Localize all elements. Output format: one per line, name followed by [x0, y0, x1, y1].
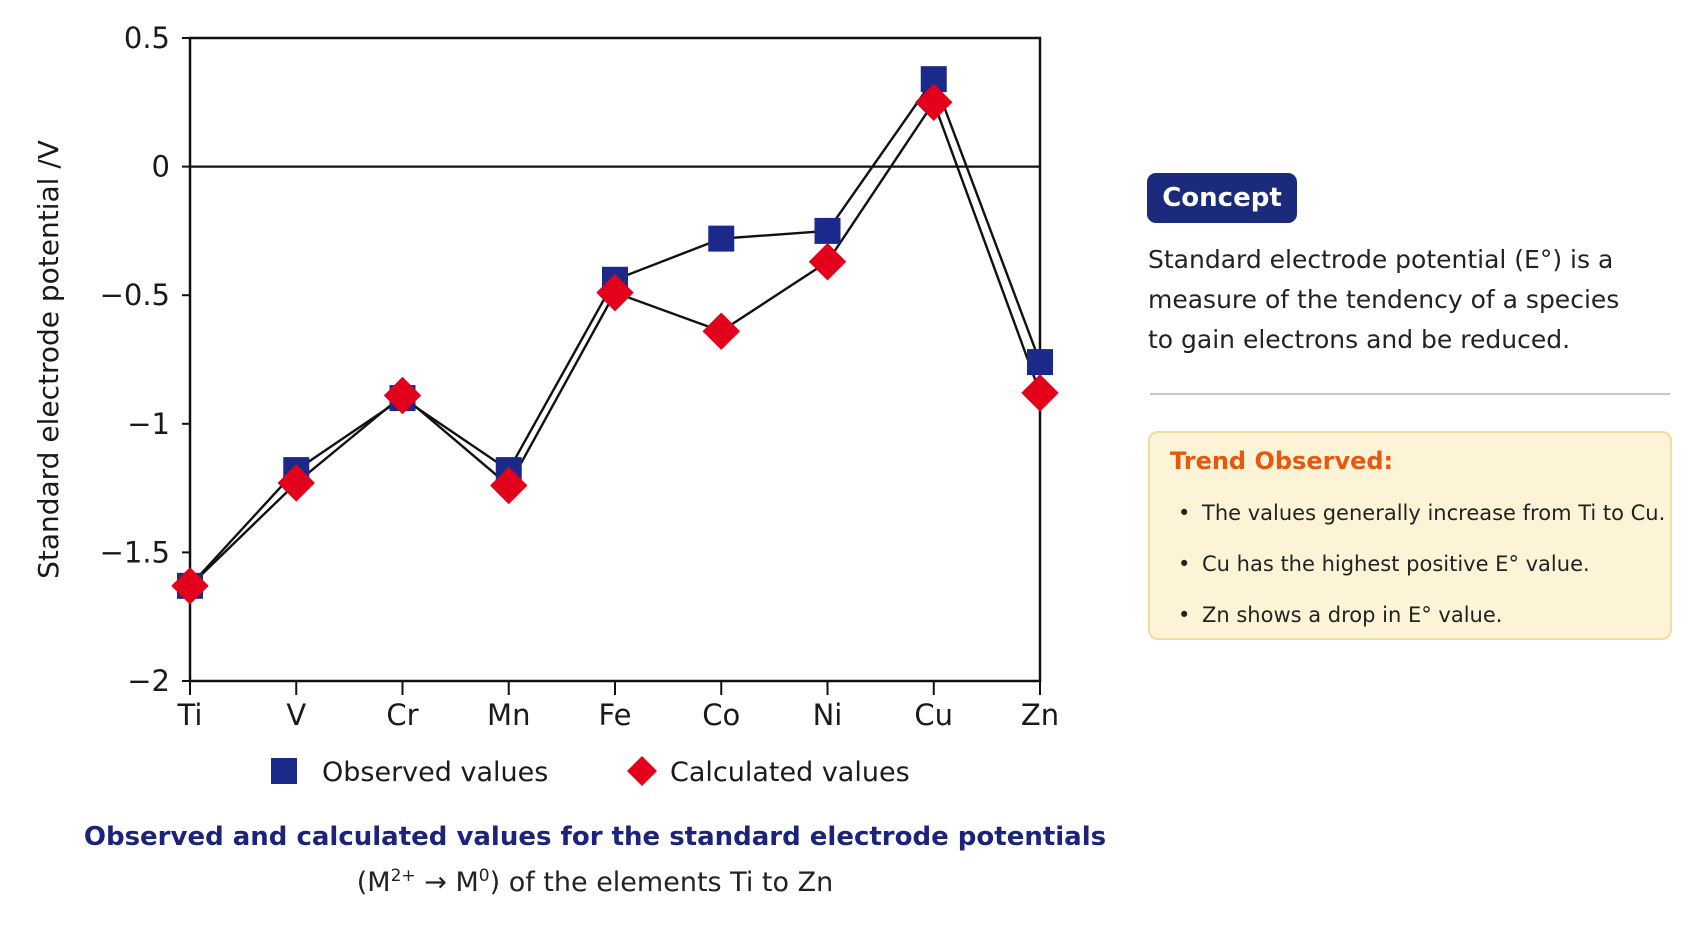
caption-sub-open: (M	[356, 867, 391, 898]
calculated-point	[171, 567, 209, 605]
figure-caption-title: Observed and calculated values for the s…	[83, 822, 1107, 852]
y-tick-label: −2	[127, 664, 170, 698]
y-tick-label: −0.5	[100, 278, 170, 312]
calculated-point	[490, 466, 528, 505]
legend-observed-label: Observed values	[322, 757, 548, 788]
caption-sub-arrow: → M	[415, 867, 479, 898]
trend-item-text: Cu has the highest positive E° value.	[1202, 552, 1590, 576]
x-tick-label: Mn	[487, 698, 530, 732]
x-tick-label: Co	[702, 698, 740, 732]
legend-calculated-label: Calculated values	[670, 757, 910, 788]
trend-box: Trend Observed: • The values generally in…	[1148, 431, 1672, 640]
concept-text: Standard electrode potential (E°) is a m…	[1148, 245, 1620, 354]
series-line	[189, 101, 1042, 587]
electrode-potential-chart: 0.5 0 −0.5 −1 −1.5 −2Ti V Cr Mn Fe Co Ni Cu Zn Standar…	[32, 21, 1059, 788]
calculated-point	[383, 376, 422, 415]
caption-sub-charge: 2+	[390, 866, 416, 886]
calculated-point	[277, 464, 315, 502]
trend-list: • The values generally increase from Ti t…	[1166, 501, 1665, 654]
caption-sub-rest: ) of the elements Ti to Zn	[489, 867, 834, 898]
series-line	[189, 77, 1042, 587]
x-tick-label: Fe	[599, 698, 632, 732]
calculated-point	[702, 312, 740, 350]
divider	[1150, 393, 1670, 395]
plot-layer: 0.5 0 −0.5 −1 −1.5 −2Ti V Cr Mn Fe Co Ni Cu Zn Standar…	[32, 21, 1059, 788]
trend-item: • Cu has the highest positive E° value.	[1166, 552, 1665, 603]
y-axis-label: Standard electrode potential /V	[32, 140, 65, 579]
trend-item-text: The values generally increase from Ti to…	[1202, 501, 1666, 525]
calculated-point	[915, 83, 953, 122]
bullet-icon: •	[1178, 552, 1191, 576]
bullet-icon: •	[1178, 603, 1191, 627]
calculated-point	[808, 243, 847, 281]
trend-title: Trend Observed:	[1170, 447, 1394, 475]
x-tick-label: Cr	[386, 698, 418, 732]
figure-caption-subtitle: (M2+ → M0) of the elements Ti to Zn	[40, 866, 1150, 898]
observed-point	[708, 225, 735, 252]
x-tick-label: Cu	[914, 698, 953, 732]
legend-observed-icon	[271, 758, 297, 784]
trend-item: • The values generally increase from Ti t…	[1166, 501, 1665, 552]
calculated-point	[596, 273, 634, 312]
x-tick-label: Ni	[813, 698, 843, 732]
caption-sub-zero: 0	[478, 866, 490, 886]
x-tick-label: Zn	[1021, 698, 1059, 732]
legend-calculated-icon	[627, 756, 657, 786]
y-tick-label: −1.5	[100, 535, 170, 569]
y-tick-label: 0.5	[124, 21, 170, 55]
bullet-icon: •	[1178, 501, 1191, 525]
calculated-point	[1021, 374, 1059, 412]
trend-item-text: Zn shows a drop in E° value.	[1202, 603, 1503, 627]
x-tick-label: Ti	[177, 698, 203, 732]
y-tick-label: 0	[152, 150, 170, 184]
x-tick-label: V	[286, 698, 306, 732]
y-tick-label: −1	[127, 407, 170, 441]
observed-point	[1027, 349, 1053, 376]
trend-item: • Zn shows a drop in E° value.	[1166, 603, 1665, 654]
observed-point	[814, 217, 841, 244]
concept-badge: Concept	[1147, 173, 1297, 223]
